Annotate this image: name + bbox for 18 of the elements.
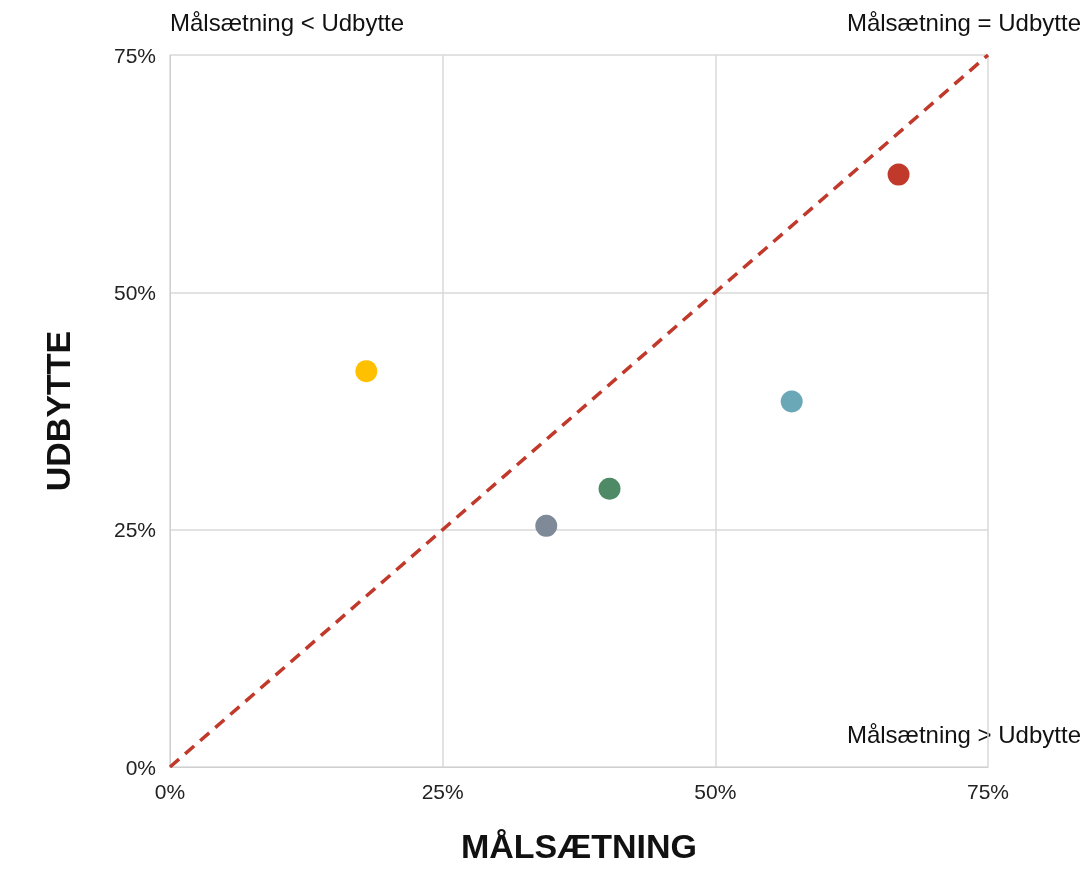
point: [780, 390, 803, 413]
point: [535, 514, 558, 537]
x-tick-label: 75%: [966, 780, 1010, 803]
x-axis-title: MÅLSÆTNING: [460, 827, 698, 865]
annotation: Målsætning > Udbytte: [846, 720, 1082, 748]
text: Målsætning < Udbytte: [170, 8, 405, 36]
x-tick-label: 25%: [421, 780, 464, 803]
y-axis-title: UDBYTTE: [39, 330, 77, 492]
x-tick-label: 50%: [694, 780, 737, 803]
y-tick-label: 0%: [125, 755, 156, 779]
point: [887, 163, 910, 186]
y-tick-label: 50%: [113, 280, 156, 304]
y-tick-label: 25%: [113, 518, 156, 542]
x-tick-label: 0%: [154, 780, 186, 803]
point: [355, 360, 378, 383]
text: Målsætning = Udbytte: [846, 8, 1082, 36]
y-tick-label: 75%: [113, 43, 156, 67]
point: [598, 477, 621, 500]
